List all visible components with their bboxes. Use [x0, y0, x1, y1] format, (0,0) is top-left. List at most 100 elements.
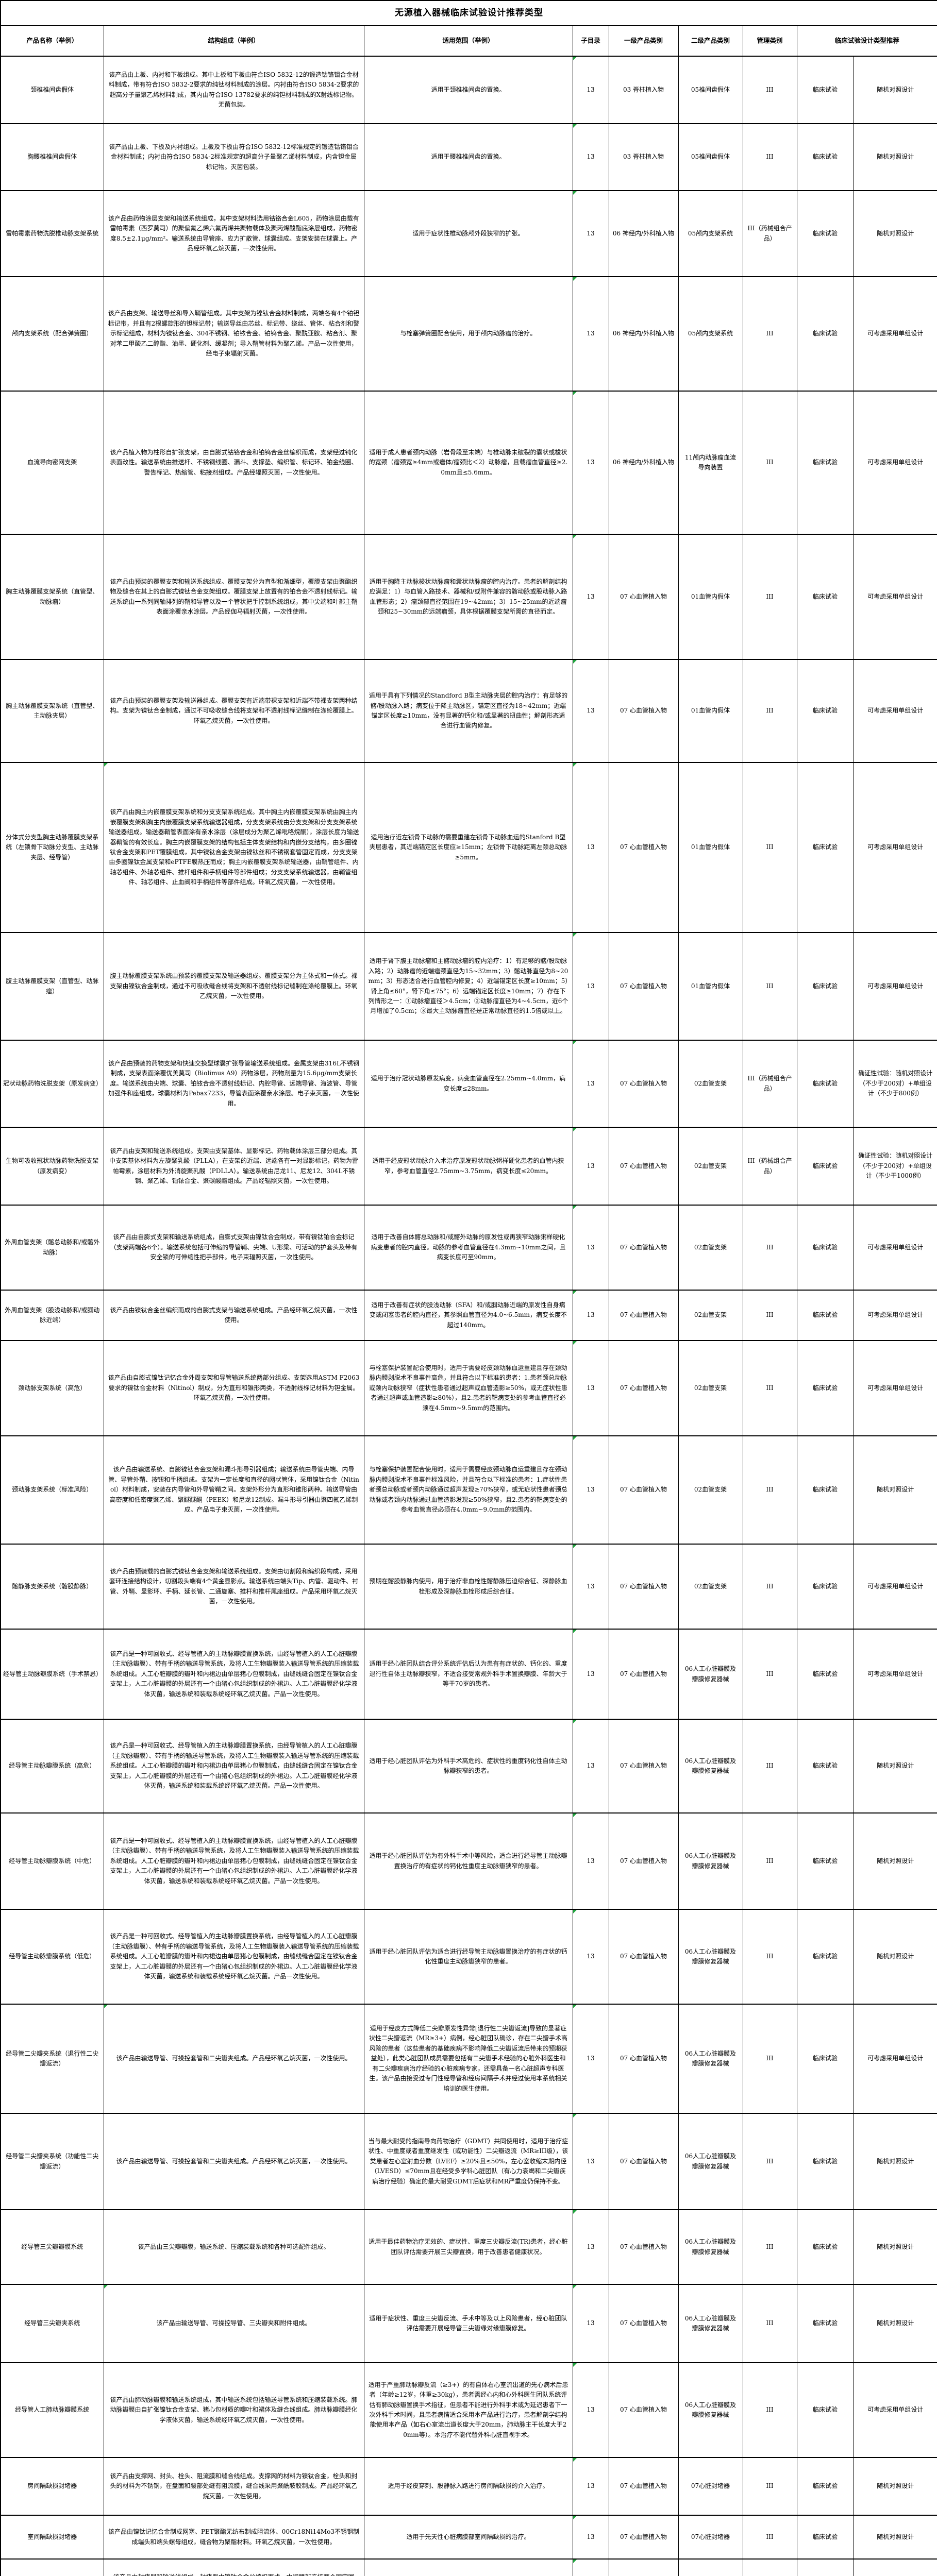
- cell-management-class: III: [742, 1544, 797, 1630]
- cell-trial-type: 临床试验: [796, 1719, 854, 1814]
- cell-management-class: III: [742, 2558, 797, 2576]
- cell-scope: 适用于动脉导管未闭进行非手术性介入封堵闭合。由先心病诊疗医师团队根据患者的病情共…: [363, 2558, 573, 2576]
- cell-category-level2: 06人工心脏瓣膜及瓣膜修复器械: [678, 1719, 743, 1814]
- cell-product-name: 髂静脉支架系统（髂股静脉）: [0, 1544, 104, 1630]
- cell-design-type: 确证性试验：随机对照设计（不少于200对）+单组设计（不少于1000例）: [853, 1127, 937, 1206]
- cell-category-level2: 02血管支架: [678, 1544, 743, 1630]
- cell-category-level1: 07 心血管植入物: [608, 1629, 679, 1720]
- table-row: 胸主动脉覆膜支架系统（直管型、主动脉夹层） 该产品由预装的覆膜支架及输送器组成。…: [0, 659, 937, 763]
- cell-category-level1: 07 心血管植入物: [608, 1909, 679, 2005]
- cell-scope: 适用于改善有症状的股浅动脉（SFA）和/或腘动脉近端的原发性自身病变或闭塞患者的…: [363, 1290, 573, 1341]
- cell-trial-type: 临床试验: [796, 1040, 854, 1128]
- cell-subdirectory: 13: [572, 1205, 609, 1291]
- cell-category-level1: 07 心血管植入物: [608, 2558, 679, 2576]
- cell-scope: 与栓塞弹簧圈配合使用，用于颅内动脉瘤的治疗。: [363, 276, 573, 392]
- cell-subdirectory: 13: [572, 2284, 609, 2363]
- cell-product-name: 经导管主动脉瓣膜系统（中危）: [0, 1812, 104, 1910]
- cell-subdirectory: 13: [572, 1544, 609, 1630]
- cell-scope: 适用于具有下列情况的Standford B型主动脉夹层的腔内治疗：有足够的髂/股…: [363, 659, 573, 763]
- cell-trial-type: 临床试验: [796, 2284, 854, 2363]
- cell-scope: 适用治疗近左锁骨下动脉的需要重建左锁骨下动脉血运的Stanford B型夹层患者…: [363, 762, 573, 933]
- cell-product-name: 经导管主动脉瓣膜系统（手术禁忌）: [0, 1629, 104, 1720]
- cell-scope: 适用于经心脏团队评估为有外科手术中等风险，适合进行经导管主动脉瓣置换治疗的有症状…: [363, 1812, 573, 1910]
- cell-scope: 预期在髂股静脉内使用，用于治疗非血栓性髂静脉压迫综合征、深静脉血栓形成及深静脉血…: [363, 1544, 573, 1630]
- cell-category-level2: 05椎间盘假体: [678, 56, 743, 124]
- cell-subdirectory: 13: [572, 1629, 609, 1720]
- cell-category-level1: 07 心血管植入物: [608, 2004, 679, 2114]
- cell-management-class: III（药械组合产品）: [742, 1127, 797, 1206]
- cell-structure: 该产品由封堵器和输送线组成。封堵器由镍钛合金丝编织而成，中间腰部连接两个固定圆盘…: [103, 2558, 364, 2576]
- cell-management-class: III: [742, 56, 797, 124]
- cell-scope: 适用于经心脏团队结合评分系统评估后认为患有有症状的、钙化的、重度退行性自体主动脉…: [363, 1629, 573, 1720]
- cell-category-level2: 06人工心脏瓣膜及瓣膜修复器械: [678, 2362, 743, 2458]
- cell-management-class: III: [742, 2362, 797, 2458]
- table-row: 经导管三尖瓣瓣膜系统 该产品由三尖瓣瓣膜，输送系统、压缩装载系统和各种可选配件组…: [0, 2209, 937, 2285]
- cell-category-level2: 07心脏封堵器: [678, 2457, 743, 2516]
- cell-management-class: III: [742, 123, 797, 191]
- cell-structure: 该产品是一种可回收式、经导管植入的主动脉瓣膜置换系统，由经导管植入的人工心脏瓣膜…: [103, 1812, 364, 1910]
- cell-product-name: 生物可吸收冠状动脉药物洗脱支架（原发病变）: [0, 1127, 104, 1206]
- cell-product-name: 胸主动脉覆膜支架系统（直管型、主动脉夹层）: [0, 659, 104, 763]
- cell-category-level2: 02血管支架: [678, 1205, 743, 1291]
- cell-design-type: 随机对照设计: [853, 2209, 937, 2285]
- table-row: 颈椎椎间盘假体 该产品由上板、内衬和下板组成。其中上板和下板由符合ISO 583…: [0, 56, 937, 124]
- cell-management-class: III: [742, 2209, 797, 2285]
- col-header-management-class: 管理类别: [742, 25, 797, 57]
- cell-management-class: III（药械组合产品）: [742, 1040, 797, 1128]
- cell-structure: 该产品由支架和输送系统组成。支架由支架基体、显影标记、药物载体涂层三部分组成。其…: [103, 1127, 364, 1206]
- cell-trial-type: 临床试验: [796, 2558, 854, 2576]
- cell-product-name: 外周血管支架（髂总动脉和/或髂外动脉）: [0, 1205, 104, 1291]
- cell-category-level1: 07 心血管植入物: [608, 2457, 679, 2516]
- cell-scope: 适用于经心脏团队评估为适合进行经导管主动脉瓣置换治疗的有症状的钙化性重度主动脉瓣…: [363, 1909, 573, 2005]
- table-row: 胸主动脉覆膜支架系统（直管型、动脉瘤） 该产品由预装的覆膜支架和输送系统组成。覆…: [0, 534, 937, 660]
- cell-category-level2: 06人工心脏瓣膜及瓣膜修复器械: [678, 2113, 743, 2210]
- cell-subdirectory: 13: [572, 391, 609, 535]
- cell-subdirectory: 13: [572, 932, 609, 1041]
- cell-scope: 适用于改善自体髂总动脉和/或髂外动脉的原发性或再狭窄动脉粥样硬化病变患者的腔内直…: [363, 1205, 573, 1291]
- cell-trial-type: 临床试验: [796, 1340, 854, 1436]
- cell-trial-type: 临床试验: [796, 1909, 854, 2005]
- cell-product-name: 雷帕霉素药物洗脱椎动脉支架系统: [0, 190, 104, 277]
- cell-trial-type: 临床试验: [796, 534, 854, 660]
- cell-structure: 该产品由胸主内嵌覆膜支架系统和分支支架系统组成。其中胸主内嵌覆膜支架系统由胸主内…: [103, 762, 364, 933]
- cell-scope: 适用于先天性心脏病膜部室间隔缺损的治疗。: [363, 2515, 573, 2560]
- cell-category-level1: 07 心血管植入物: [608, 1544, 679, 1630]
- cell-design-type: 随机对照设计: [853, 1435, 937, 1545]
- cell-product-name: 颅内支架系统（配合弹簧圈）: [0, 276, 104, 392]
- cell-product-name: 胸主动脉覆膜支架系统（直管型、动脉瘤）: [0, 534, 104, 660]
- cell-trial-type: 临床试验: [796, 2457, 854, 2516]
- cell-product-name: 颈动脉支架系统（标准风险）: [0, 1435, 104, 1545]
- cell-category-level1: 07 心血管植入物: [608, 2284, 679, 2363]
- cell-product-name: 血流导向密网支架: [0, 391, 104, 535]
- cell-structure: 该产品由自膨式支架和输送系统组成，自膨式支架由镍钛合金制成，带有镍钛铂合金标记（…: [103, 1205, 364, 1291]
- cell-design-type: 可考虑采用单组设计: [853, 1290, 937, 1341]
- cell-subdirectory: 13: [572, 534, 609, 660]
- cell-category-level2: 02血管支架: [678, 1340, 743, 1436]
- cell-management-class: III: [742, 1629, 797, 1720]
- cell-structure: 该产品由输送导管、可操控导管、三尖瓣夹和附件组成。: [103, 2284, 364, 2363]
- cell-category-level1: 07 心血管植入物: [608, 1290, 679, 1341]
- cell-design-type: 可考虑采用单组设计: [853, 276, 937, 392]
- cell-subdirectory: 13: [572, 659, 609, 763]
- cell-management-class: III: [742, 659, 797, 763]
- cell-product-name: 颈椎椎间盘假体: [0, 56, 104, 124]
- cell-design-type: 可考虑采用单组设计: [853, 1544, 937, 1630]
- cell-structure: 该产品由输送系统、自膨镍钛合金支架和漏斗形导引器组成；输送系统由导管尖端、内导管…: [103, 1435, 364, 1545]
- cell-category-level2: 06人工心脏瓣膜及瓣膜修复器械: [678, 1629, 743, 1720]
- table-row: 生物可吸收冠状动脉药物洗脱支架（原发病变） 该产品由支架和输送系统组成。支架由支…: [0, 1127, 937, 1206]
- cell-design-type: 可考虑采用单组设计: [853, 2362, 937, 2458]
- cell-trial-type: 临床试验: [796, 1127, 854, 1206]
- cell-category-level2: 06人工心脏瓣膜及瓣膜修复器械: [678, 2284, 743, 2363]
- cell-trial-type: 临床试验: [796, 1435, 854, 1545]
- col-header-scope: 适用范围（举例）: [363, 25, 573, 57]
- cell-structure: 该产品由支架、输送导丝和导入鞘管组成。其中支架为镍钛合金材料制成，两端各有4个铂…: [103, 276, 364, 392]
- cell-management-class: III: [742, 762, 797, 933]
- cell-design-type: 随机对照设计: [853, 56, 937, 124]
- cell-product-name: 房间隔缺损封堵器: [0, 2457, 104, 2516]
- table-row: 室间隔缺损封堵器 该产品由镍钛记忆合金制成网塞、PET聚酯无纺布制成阻流体、00…: [0, 2515, 937, 2560]
- cell-category-level2: 01血管内假体: [678, 932, 743, 1041]
- cell-category-level2: 05颅内支架系统: [678, 276, 743, 392]
- cell-trial-type: 临床试验: [796, 276, 854, 392]
- cell-scope: 适用于严重肺动脉瓣反流（≥3+）的有自体右心室流出道的先心病术后患者（年龄≥12…: [363, 2362, 573, 2458]
- cell-category-level1: 03 脊柱植入物: [608, 123, 679, 191]
